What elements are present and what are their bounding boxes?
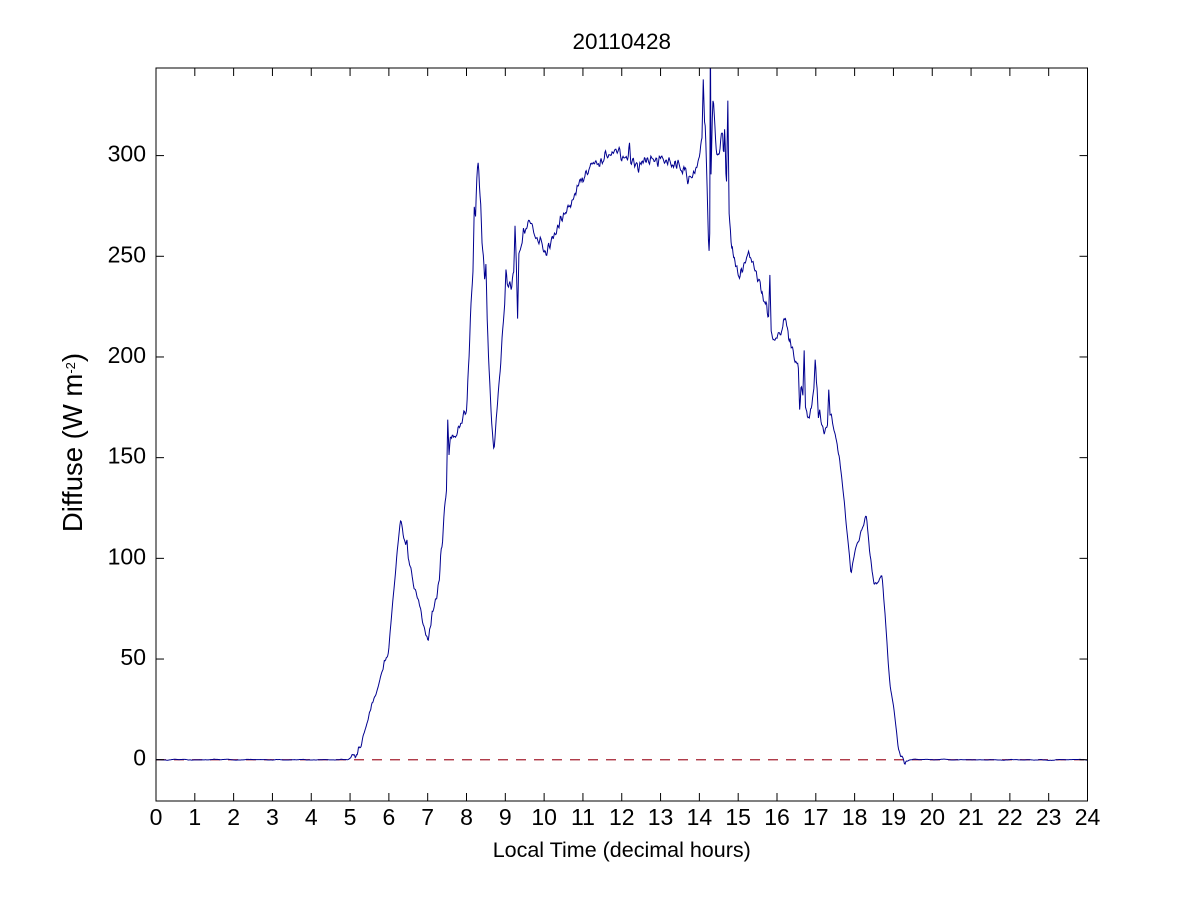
svg-text:4: 4 (305, 804, 318, 830)
svg-text:100: 100 (108, 543, 146, 569)
svg-text:2: 2 (227, 804, 240, 830)
svg-text:24: 24 (1075, 804, 1101, 830)
svg-text:250: 250 (108, 241, 146, 267)
svg-text:23: 23 (1036, 804, 1062, 830)
svg-text:7: 7 (421, 804, 434, 830)
svg-text:20110428: 20110428 (573, 29, 671, 54)
svg-text:16: 16 (764, 804, 790, 830)
svg-text:6: 6 (382, 804, 395, 830)
svg-text:200: 200 (108, 342, 146, 368)
svg-text:8: 8 (460, 804, 473, 830)
svg-text:18: 18 (842, 804, 868, 830)
svg-text:21: 21 (958, 804, 984, 830)
svg-text:Diffuse (W m-2): Diffuse (W m-2) (57, 353, 88, 532)
svg-text:20: 20 (919, 804, 945, 830)
svg-text:15: 15 (725, 804, 751, 830)
svg-text:22: 22 (997, 804, 1023, 830)
svg-text:12: 12 (609, 804, 635, 830)
svg-text:5: 5 (344, 804, 357, 830)
svg-text:14: 14 (687, 804, 713, 830)
svg-text:300: 300 (108, 141, 146, 167)
svg-text:10: 10 (531, 804, 557, 830)
svg-text:11: 11 (571, 804, 595, 830)
svg-text:Local Time (decimal hours): Local Time (decimal hours) (493, 838, 751, 862)
svg-text:17: 17 (803, 804, 829, 830)
svg-text:19: 19 (881, 804, 907, 830)
svg-text:13: 13 (648, 804, 674, 830)
svg-text:150: 150 (108, 443, 146, 469)
svg-text:1: 1 (188, 804, 201, 830)
svg-text:3: 3 (266, 804, 279, 830)
svg-text:0: 0 (150, 804, 163, 830)
svg-text:50: 50 (120, 644, 146, 670)
svg-text:0: 0 (133, 745, 146, 771)
svg-text:9: 9 (499, 804, 512, 830)
